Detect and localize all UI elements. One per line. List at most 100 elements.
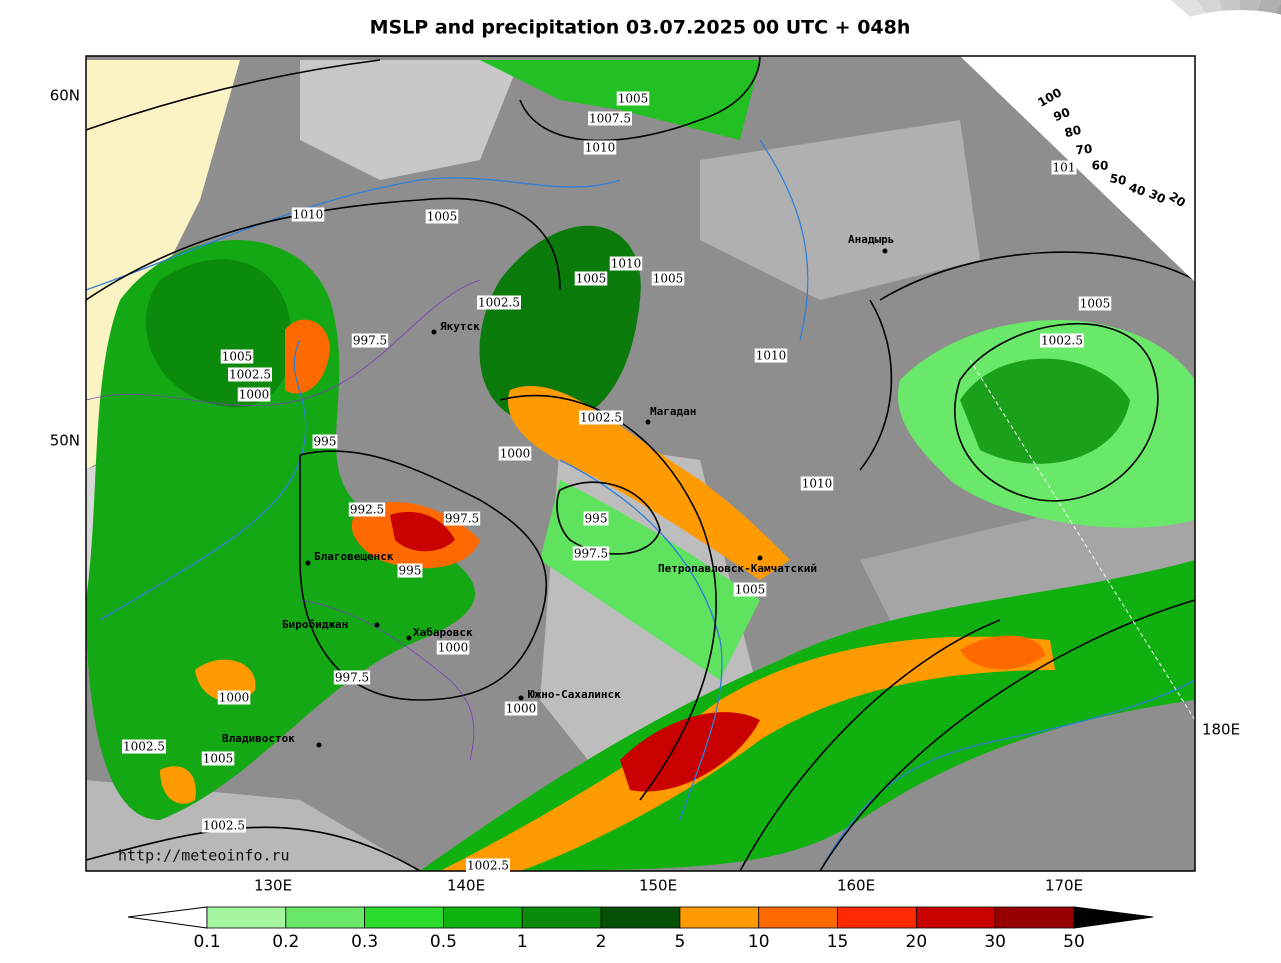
isobar-label-bg (217, 690, 251, 705)
colorbar-box (915, 906, 996, 929)
cloud-scale-segment (1170, 0, 1206, 17)
cloud-scale-label: 80 (1063, 123, 1083, 141)
cloud-scale-label: 30 (1147, 187, 1168, 207)
isobar-label: 995 (585, 512, 608, 526)
isobar-label: 1000 (219, 691, 250, 705)
isobar-label-bg (583, 511, 609, 526)
cloud-scale-label: 50 (1109, 171, 1128, 188)
isobar-label: 997.5 (445, 512, 479, 526)
isobar-label: 1002.5 (580, 411, 622, 425)
isobar-label: 1005 (576, 272, 607, 286)
colorbar-label: 5 (674, 932, 685, 952)
isobar-label: 1005 (1080, 297, 1111, 311)
isobar-label: 1010 (756, 349, 787, 363)
cloud-scale-segment (1240, 0, 1262, 11)
isobar-label: 995 (399, 564, 422, 578)
isobar-label: 1010 (293, 208, 324, 222)
lon-label: 180E (1202, 721, 1240, 739)
isobar-label: 1010 (611, 257, 642, 271)
isobar-label-bg (579, 410, 623, 425)
city-label: Владивосток (222, 732, 295, 745)
cloud-scale-label: 90 (1051, 105, 1072, 124)
city-label: Биробиджан (282, 618, 348, 631)
isobar-label-bg (609, 256, 643, 271)
isobar-label-bg (228, 367, 272, 382)
isobar-label-bg (1040, 333, 1084, 348)
city-label: Хабаровск (413, 626, 473, 639)
city-marker (757, 555, 763, 561)
isobar-label-bg (733, 582, 767, 597)
colorbar-box (443, 906, 523, 929)
map-title: MSLP and precipitation 03.07.2025 00 UTC… (370, 17, 911, 39)
colorbar-box (600, 906, 681, 929)
isobar-label: 101 (1053, 161, 1076, 175)
isobar-label-bg (498, 446, 532, 461)
isobar-label: 992.5 (350, 503, 384, 517)
isobar-label-bg (466, 858, 510, 873)
colorbar-label: 0.3 (351, 932, 378, 952)
isobar-label: 997.5 (574, 547, 608, 561)
city-label: Южно-Сахалинск (528, 688, 621, 701)
lat-label: 50N (50, 432, 80, 450)
isobar-label-bg (443, 511, 481, 526)
lon-label: 140E (447, 877, 485, 895)
isobar-label: 1002.5 (478, 296, 520, 310)
cloud-scale-label: 70 (1075, 142, 1093, 158)
lat-label: 60N (50, 87, 80, 105)
city-marker (406, 635, 412, 641)
colorbar-box (758, 906, 838, 929)
city-label: Анадырь (848, 233, 894, 246)
colorbar-label: 30 (984, 932, 1006, 952)
isobar-label-bg (333, 670, 371, 685)
colorbar-label: 15 (827, 932, 849, 952)
city-marker (374, 622, 380, 628)
isobar-label-bg (425, 209, 459, 224)
colorbar-box (364, 906, 444, 929)
isobar-label: 1007.5 (589, 112, 631, 126)
isobar-label-bg (201, 751, 235, 766)
watermark: http://meteoinfo.ru (118, 847, 290, 865)
isobar-label-bg (754, 348, 788, 363)
isobar-label: 1000 (239, 388, 270, 402)
colorbar-max-arrow (1073, 906, 1154, 929)
colorbar-label: 10 (748, 932, 770, 952)
isobar-label-bg (312, 434, 338, 449)
isobar-label: 1010 (585, 141, 616, 155)
colorbar-box (521, 906, 602, 929)
isobar-label: 1002.5 (203, 819, 245, 833)
city-label: Петропавловск-Камчатский (658, 562, 817, 575)
lon-label: 150E (639, 877, 677, 895)
isobar-label-bg (572, 546, 610, 561)
isobar-label-bg (616, 91, 650, 106)
isobar-label-bg (122, 739, 166, 754)
colorbar-label: 2 (596, 932, 607, 952)
map-field (86, 56, 1195, 871)
colorbar-box (206, 906, 287, 929)
isobar-label: 1000 (500, 447, 531, 461)
isobar-label: 997.5 (353, 334, 387, 348)
colorbar-box (837, 906, 917, 929)
isobar-label: 1002.5 (467, 859, 509, 873)
isobar-label-bg (1078, 296, 1112, 311)
colorbar-label: 20 (906, 932, 928, 952)
isobar-label-bg (504, 701, 538, 716)
lon-label: 170E (1045, 877, 1083, 895)
isobar-label: 997.5 (335, 671, 369, 685)
isobar-label: 1000 (438, 641, 469, 655)
cloud-scale-segment (1274, 3, 1281, 15)
colorbar-label: 0.2 (272, 932, 299, 952)
cloud-scale-segment (1257, 0, 1281, 14)
cloud-scale-label: 40 (1127, 180, 1147, 198)
isobar-label-bg (588, 111, 632, 126)
city-marker (316, 742, 322, 748)
isobar-label: 995 (314, 435, 337, 449)
cloud-scale-segment (1196, 0, 1223, 14)
isobar-label-bg (348, 502, 386, 517)
city-label: Магадан (650, 405, 696, 418)
colorbar-label: 0.1 (193, 932, 220, 952)
city-marker (518, 695, 524, 701)
isobar-label: 1002.5 (123, 740, 165, 754)
cloud-scale-segment (1218, 0, 1240, 11)
map-frame (85, 55, 1196, 872)
